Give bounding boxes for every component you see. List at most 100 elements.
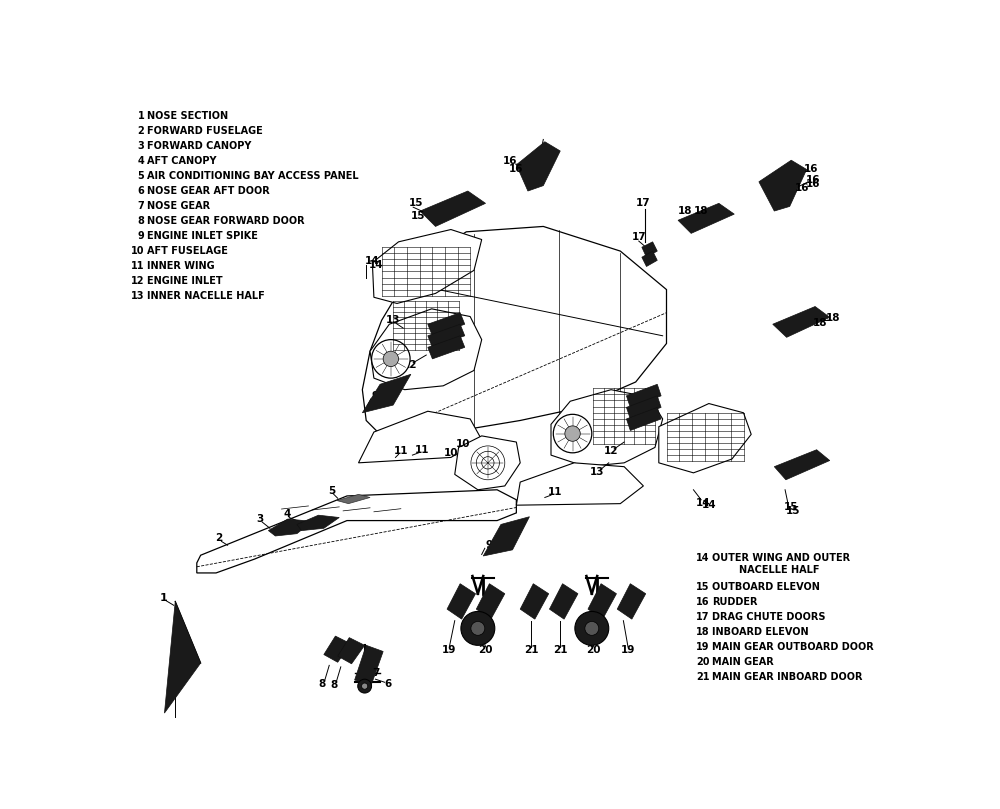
Text: 10: 10 [456,438,470,448]
Text: ENGINE INLET SPIKE: ENGINE INLET SPIKE [147,231,258,241]
Polygon shape [483,517,529,556]
Polygon shape [370,309,482,390]
Polygon shape [516,142,560,191]
Text: 15: 15 [411,211,425,222]
Text: 11: 11 [131,261,144,271]
Polygon shape [476,584,505,619]
Text: 18: 18 [696,627,710,637]
Circle shape [471,621,485,635]
Text: 21: 21 [696,672,710,682]
Polygon shape [659,404,751,472]
Text: 3: 3 [256,514,264,524]
Polygon shape [642,251,657,266]
Text: 2: 2 [138,126,144,136]
Text: 11: 11 [548,487,562,497]
Polygon shape [338,637,365,664]
Text: INBOARD ELEVON: INBOARD ELEVON [712,627,809,637]
Circle shape [383,351,399,366]
Text: 15: 15 [696,582,710,592]
Polygon shape [358,411,482,463]
Text: 20: 20 [586,645,601,655]
Polygon shape [297,515,339,531]
Polygon shape [355,646,383,686]
Text: 18: 18 [678,206,692,216]
Polygon shape [551,390,663,467]
Circle shape [358,680,372,693]
Text: 17: 17 [696,612,710,622]
Polygon shape [324,636,351,663]
Text: 1: 1 [138,111,144,121]
Text: 17: 17 [631,232,646,242]
Text: 9: 9 [387,383,394,393]
Text: 14: 14 [369,260,384,270]
Text: 19: 19 [621,645,635,655]
Text: AFT CANOPY: AFT CANOPY [147,156,216,166]
Text: 1: 1 [160,592,168,603]
Text: MAIN GEAR INBOARD DOOR: MAIN GEAR INBOARD DOOR [712,672,862,682]
Circle shape [372,340,410,378]
Text: INNER NACELLE HALF: INNER NACELLE HALF [147,291,264,301]
Text: 17: 17 [636,198,651,209]
Circle shape [575,612,609,646]
Text: NOSE GEAR AFT DOOR: NOSE GEAR AFT DOOR [147,186,270,196]
Text: 11: 11 [414,445,429,455]
Text: 15: 15 [409,198,424,209]
Text: 14: 14 [696,498,711,508]
Text: 16: 16 [509,163,524,174]
Polygon shape [337,494,370,504]
Polygon shape [447,584,476,619]
Text: 5: 5 [328,485,335,496]
Text: 19: 19 [696,642,710,652]
Text: 10: 10 [131,246,144,256]
Polygon shape [626,384,661,408]
Text: NOSE GEAR FORWARD DOOR: NOSE GEAR FORWARD DOOR [147,216,304,226]
Text: 18: 18 [813,318,828,328]
Text: 20: 20 [478,645,493,655]
Text: 3: 3 [138,141,144,151]
Circle shape [585,621,599,635]
Text: 18: 18 [694,206,708,216]
Polygon shape [520,584,549,619]
Polygon shape [372,230,482,303]
Text: AIR CONDITIONING BAY ACCESS PANEL: AIR CONDITIONING BAY ACCESS PANEL [147,171,358,181]
Text: 13: 13 [386,316,400,325]
Text: 11: 11 [394,447,408,456]
Text: INNER WING: INNER WING [147,261,214,271]
Polygon shape [678,203,734,233]
Text: 9: 9 [509,531,516,541]
Text: FORWARD CANOPY: FORWARD CANOPY [147,141,251,151]
Polygon shape [626,408,661,430]
Text: 12: 12 [403,360,417,370]
Text: OUTBOARD ELEVON: OUTBOARD ELEVON [712,582,820,592]
Text: FORWARD FUSELAGE: FORWARD FUSELAGE [147,126,262,136]
Polygon shape [626,396,661,419]
Polygon shape [268,519,312,536]
Text: 4: 4 [138,156,144,166]
Text: MAIN GEAR: MAIN GEAR [712,657,774,667]
Text: 8: 8 [138,216,144,226]
Text: 12: 12 [131,276,144,286]
Text: 20: 20 [696,657,710,667]
Text: 10: 10 [444,448,458,458]
Polygon shape [617,584,646,619]
Polygon shape [164,601,201,713]
Polygon shape [773,307,830,337]
Text: AFT FUSELAGE: AFT FUSELAGE [147,246,228,256]
Text: MAIN GEAR OUTBOARD DOOR: MAIN GEAR OUTBOARD DOOR [712,642,874,652]
Text: 13: 13 [590,467,604,477]
Polygon shape [759,160,807,211]
Text: 21: 21 [553,645,567,655]
Text: 16: 16 [806,179,820,189]
Text: 9: 9 [372,391,379,400]
Text: 15: 15 [786,506,801,515]
Text: 16: 16 [806,176,820,185]
Circle shape [461,612,495,646]
Text: 6: 6 [384,679,391,688]
Text: 14: 14 [702,500,716,510]
Text: 7: 7 [372,668,379,678]
Circle shape [553,414,592,453]
Text: 6: 6 [138,186,144,196]
Circle shape [565,426,580,441]
Text: 16: 16 [804,163,819,174]
Text: 18: 18 [826,313,840,323]
